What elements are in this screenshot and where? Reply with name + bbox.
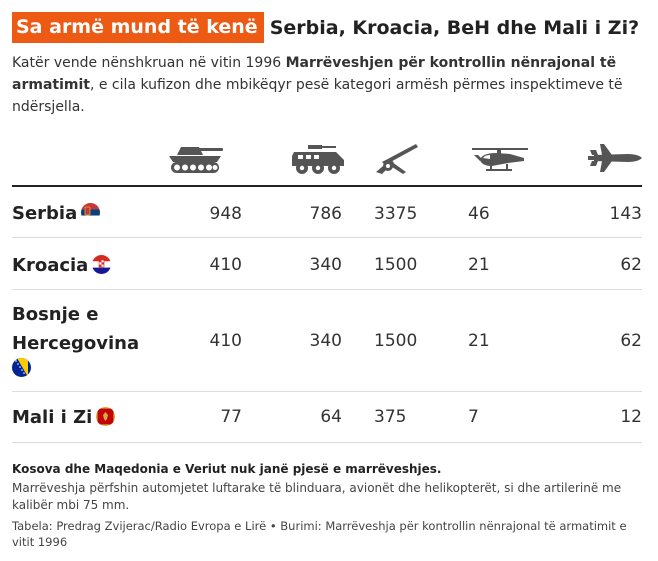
table-cell: 340 [309, 255, 342, 275]
table-cell: 21 [468, 255, 490, 275]
fighter-jet-icon [584, 138, 644, 178]
note-bold: Kosova dhe Maqedonia e Veriut nuk janë p… [12, 462, 442, 476]
table-cell: 3375 [374, 204, 418, 224]
subtitle: Katër vende nënshkruan në vitin 1996 Mar… [12, 52, 642, 118]
table-cell: 340 [309, 331, 342, 351]
table-cell: 7 [468, 407, 479, 427]
country-name-line2: Hercegovina [12, 333, 140, 354]
table-cell: 786 [309, 204, 342, 224]
serbia-flag-icon [81, 203, 101, 222]
armored-vehicle-icon [288, 138, 348, 178]
tank-icon [165, 138, 225, 178]
title-highlight: Sa armë mund të kenë [12, 12, 264, 43]
table-cell: 1500 [374, 255, 418, 275]
table-cell: 46 [468, 204, 490, 224]
table-cell: 1500 [374, 331, 418, 351]
subtitle-bold: Marrëveshjen për kontrollin nënrajonal t… [12, 55, 617, 93]
subtitle-part1: Katër vende nënshkruan në vitin 1996 [12, 55, 286, 71]
table-cell: 12 [620, 407, 642, 427]
title-rest: Serbia, Kroacia, BeH dhe Mali i Zi? [269, 16, 640, 39]
table-cell: 375 [374, 407, 407, 427]
table-cell: 410 [209, 331, 242, 351]
helicopter-icon [470, 138, 530, 178]
header-rule [12, 185, 642, 187]
table-cell: 77 [220, 407, 242, 427]
artillery-icon [368, 138, 428, 178]
country-name: Mali i Zi [12, 407, 93, 428]
row-divider [12, 391, 642, 392]
table-cell: 143 [609, 204, 642, 224]
row-divider [12, 289, 642, 290]
row-divider [12, 442, 642, 443]
country-name: Serbia [12, 203, 78, 224]
table-cell: 62 [620, 255, 642, 275]
table-cell: 948 [209, 204, 242, 224]
table-cell: 21 [468, 331, 490, 351]
subtitle-part2: , e cila kufizon dhe mbikëqyr pesë kateg… [12, 77, 623, 115]
row-label-croatia: Kroacia [12, 251, 112, 280]
row-label-bosnia: Bosnje e Hercegovina [12, 300, 139, 380]
row-label-montenegro: Mali i Zi [12, 403, 116, 432]
table-cell: 64 [320, 407, 342, 427]
montenegro-flag-icon [96, 407, 116, 426]
country-name-line1: Bosnje e [12, 304, 99, 325]
table-cell: 410 [209, 255, 242, 275]
croatia-flag-icon [92, 255, 112, 274]
country-name: Kroacia [12, 255, 89, 276]
row-divider [12, 237, 642, 238]
chart-title: Sa armë mund të kenë Serbia, Kroacia, Be… [12, 12, 639, 43]
table-cell: 62 [620, 331, 642, 351]
source-credit: Tabela: Predrag Zvijerac/Radio Evropa e … [12, 519, 627, 549]
row-label-serbia: Serbia [12, 199, 101, 228]
note-text: Marrëveshja përfshin automjetet luftarak… [12, 481, 622, 512]
bosnia-flag-icon [12, 358, 31, 377]
